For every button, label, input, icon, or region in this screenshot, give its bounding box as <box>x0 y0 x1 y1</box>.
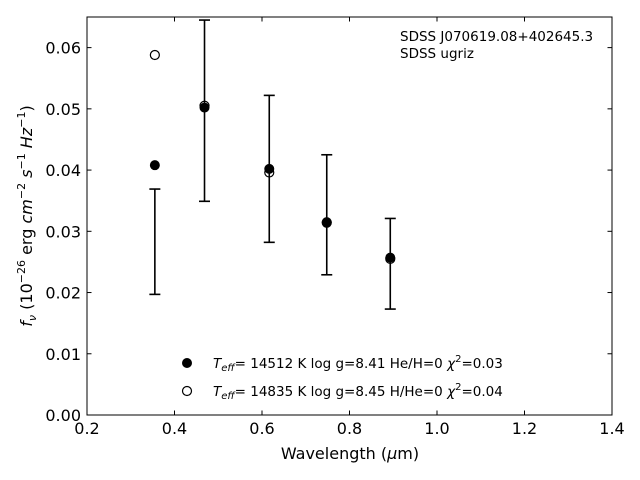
legend-marker-open <box>181 385 193 397</box>
legend-label-db: Teff= 14835 K log g=8.45 H/He=0 χ2=0.04 <box>213 382 503 402</box>
y-axis-title: fν (10−26 erg cm−2 s−1 Hz−1) <box>15 105 39 326</box>
chart-annotation-survey: SDSS ugriz <box>400 46 474 62</box>
y-tick-label: 0.00 <box>45 406 81 425</box>
point-db-model <box>264 167 275 178</box>
plot-area <box>87 17 612 415</box>
y-title-exp2: −2 <box>15 183 28 199</box>
x-tick-label: 1.4 <box>599 419 624 438</box>
y-tick-label: 0.02 <box>45 284 81 303</box>
y-title-hz: Hz <box>17 127 36 153</box>
legend-label-da: Teff= 14512 K log g=8.41 He/H=0 χ2=0.03 <box>213 354 503 374</box>
x-tick-label: 1.0 <box>424 419 449 438</box>
y-title-exp3: −1 <box>15 153 28 169</box>
y-title-close: ) <box>17 105 36 111</box>
x-axis-title-pre: Wavelength ( <box>281 444 387 463</box>
y-title-f: f <box>17 319 36 327</box>
y-title-s: s <box>17 170 36 183</box>
x-axis-title-greek: μ <box>386 444 397 463</box>
legend: Teff= 14512 K log g=8.41 He/H=0 χ2=0.03 … <box>181 354 503 402</box>
x-tick-label: 0.2 <box>74 419 99 438</box>
y-title-erg: erg <box>17 224 36 260</box>
y-title-sub: ν <box>26 315 39 321</box>
y-title-cm: cm <box>17 199 36 223</box>
y-tick-label: 0.05 <box>45 100 81 119</box>
point-db-model <box>385 253 396 264</box>
y-tick-label: 0.03 <box>45 222 81 241</box>
y-title-exp1: −26 <box>15 260 28 283</box>
points-layer <box>149 49 396 264</box>
x-axis-title-post: m) <box>397 444 419 463</box>
y-title-exp4: −1 <box>15 112 28 128</box>
ticks-layer: 0.2 0.4 0.6 0.8 1.0 1.2 1.4 0.00 0.01 0.02 0.03 0.0… <box>45 17 625 438</box>
plot-frame <box>86 16 613 416</box>
x-tick-label: 0.8 <box>337 419 362 438</box>
point-da-model <box>149 160 160 171</box>
chart-annotation-object: SDSS J070619.08+402645.3 <box>400 29 593 45</box>
point-da-model <box>264 163 275 174</box>
y-tick-label: 0.06 <box>45 39 81 58</box>
y-tick-label: 0.01 <box>45 345 81 364</box>
point-db-model <box>199 100 210 111</box>
x-tick-label: 0.6 <box>249 419 274 438</box>
point-db-model <box>321 217 332 228</box>
legend-marker-filled <box>182 358 192 368</box>
y-tick-label: 0.04 <box>45 161 81 180</box>
x-tick-label: 0.4 <box>162 419 187 438</box>
x-axis-title: Wavelength (μm) <box>281 444 419 463</box>
x-tick-label: 1.2 <box>512 419 537 438</box>
point-db-model <box>149 49 160 61</box>
y-title-open: (10 <box>17 283 36 315</box>
